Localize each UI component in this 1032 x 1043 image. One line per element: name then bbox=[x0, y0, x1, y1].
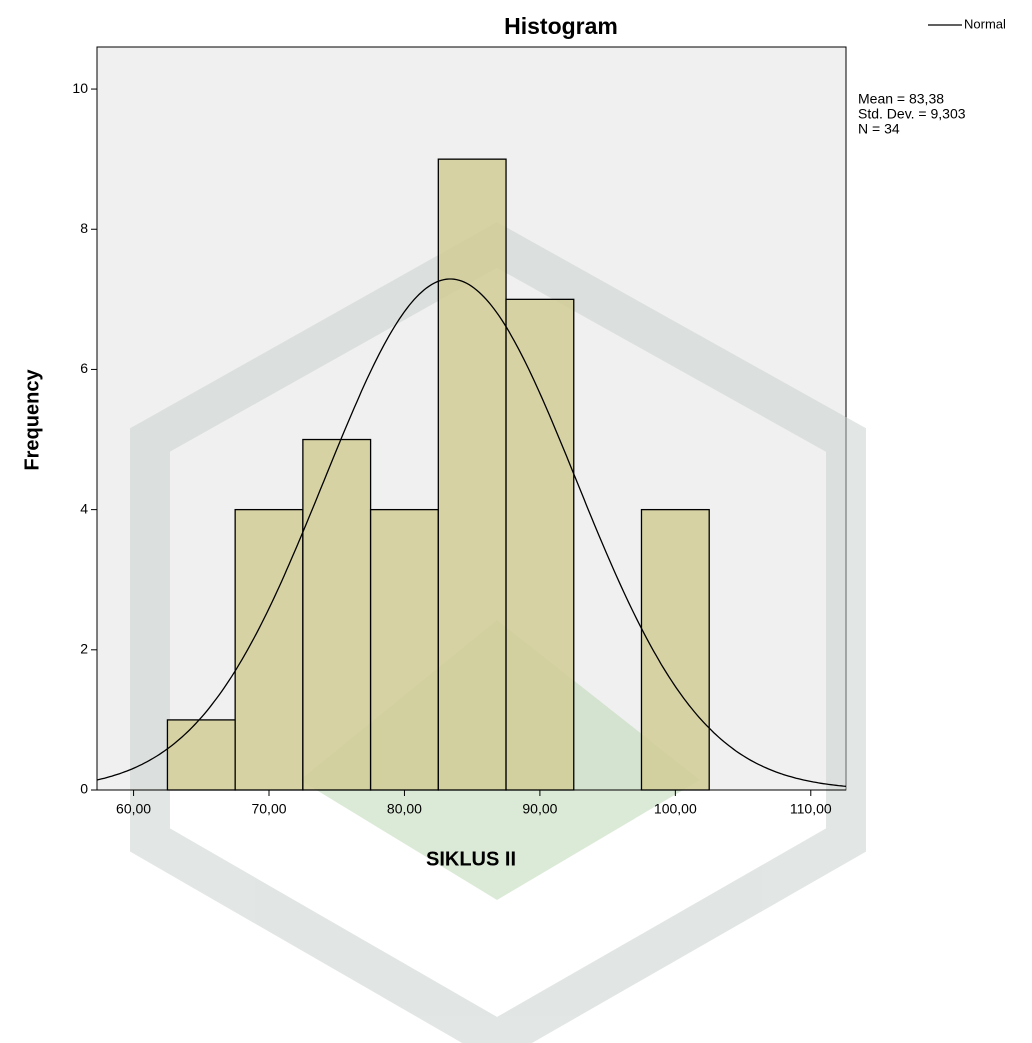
bar bbox=[166, 719, 236, 791]
x-tick-label: 100,00 bbox=[654, 801, 697, 817]
x-tick-label: 70,00 bbox=[251, 801, 286, 817]
stat-label: Std. Dev. = 9,303 bbox=[858, 106, 966, 122]
bar bbox=[640, 508, 710, 791]
bar bbox=[369, 508, 439, 791]
y-tick-label: 0 bbox=[80, 781, 88, 797]
y-tick-label: 2 bbox=[80, 641, 88, 657]
x-tick-label: 90,00 bbox=[522, 801, 557, 817]
bar bbox=[302, 438, 372, 791]
x-tick-label: 60,00 bbox=[116, 801, 151, 817]
y-tick-label: 4 bbox=[80, 500, 88, 516]
stat-label: Mean = 83,38 bbox=[858, 91, 944, 107]
bar bbox=[437, 158, 507, 791]
y-tick-label: 8 bbox=[80, 220, 88, 236]
y-tick-label: 10 bbox=[72, 80, 88, 96]
x-axis-label: SIKLUS II bbox=[426, 848, 516, 870]
stat-label: N = 34 bbox=[858, 121, 900, 137]
bar bbox=[234, 508, 304, 791]
chart-title: Histogram bbox=[504, 13, 618, 39]
x-tick-label: 110,00 bbox=[790, 801, 832, 817]
y-axis-label: Frequency bbox=[21, 369, 43, 471]
y-tick-label: 6 bbox=[80, 360, 88, 376]
legend-label: Normal bbox=[964, 16, 1006, 31]
normal-curve bbox=[96, 278, 847, 787]
x-tick-label: 80,00 bbox=[387, 801, 422, 817]
bar bbox=[505, 298, 575, 791]
